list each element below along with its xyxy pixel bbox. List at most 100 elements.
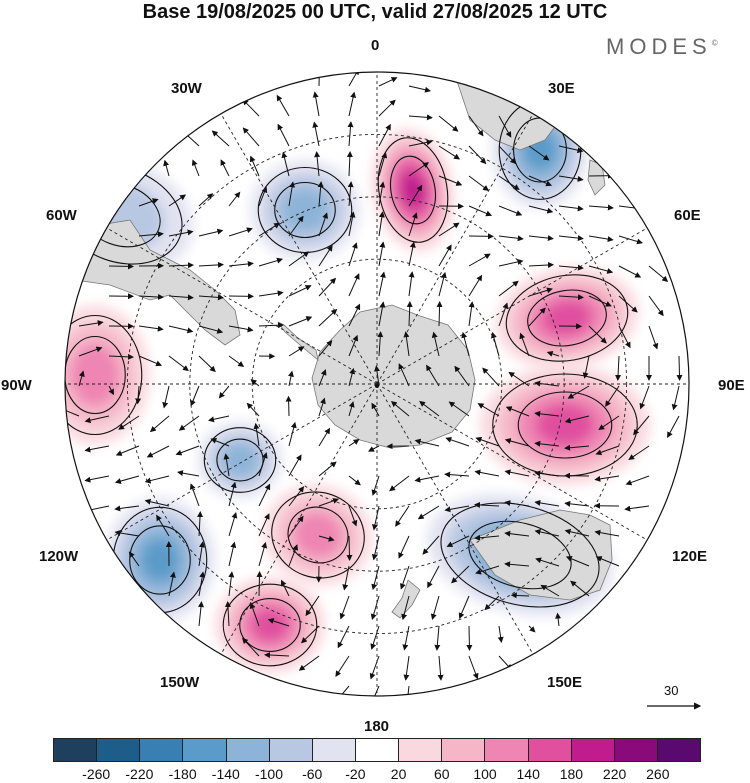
wind-arrow: [458, 595, 470, 620]
wind-arrow: [667, 415, 680, 438]
wind-arrow: [434, 625, 441, 651]
colorbar-swatch: [656, 739, 701, 761]
wind-arrow: [378, 181, 386, 207]
colorbar-tick-label: -60: [302, 766, 323, 782]
wind-arrow: [115, 445, 140, 456]
wind-arrow: [253, 422, 260, 447]
wind-arrow: [168, 571, 176, 597]
contour-line: [65, 314, 143, 436]
wind-arrow: [468, 274, 483, 297]
colorbar-tick-label: 140: [516, 766, 540, 782]
wind-arrow: [498, 145, 517, 165]
wind-arrow: [228, 227, 253, 237]
wind-arrow: [378, 77, 398, 87]
wind-arrow: [408, 85, 431, 93]
contour-line: [274, 181, 336, 239]
contour-line: [440, 502, 600, 608]
wind-arrow: [398, 363, 410, 387]
wind-arrow: [348, 91, 357, 117]
wind-arrow: [288, 486, 305, 507]
wind-arrow: [671, 385, 680, 411]
wind-arrow: [588, 295, 612, 307]
wind-arrow: [508, 371, 530, 387]
wind-arrow: [505, 406, 530, 417]
wind-arrow: [264, 652, 290, 659]
wind-arrow: [318, 369, 327, 387]
colorbar-tick-label: 220: [602, 766, 627, 782]
wind-arrow: [498, 235, 524, 242]
wind-arrow: [288, 346, 305, 357]
contour-line: [527, 289, 607, 347]
wind-arrow: [588, 204, 614, 211]
wind-arrow: [378, 151, 388, 177]
contour-line: [287, 506, 349, 564]
wind-arrow: [528, 261, 554, 268]
wind-arrow: [346, 535, 353, 561]
wind-arrow: [431, 331, 440, 357]
wind-arrow: [438, 271, 447, 297]
wind-arrow: [288, 515, 304, 537]
wind-arrow: [220, 159, 230, 177]
wind-arrow: [285, 395, 292, 417]
wind-arrow: [84, 415, 110, 424]
meridian-line: [376, 383, 648, 541]
meridian-line: [106, 227, 378, 385]
wind-vectors: [65, 72, 683, 696]
wind-arrow: [417, 505, 440, 520]
wind-arrow: [378, 99, 396, 117]
colorbar-tick-label: 180: [559, 766, 584, 782]
colorbar-tick-label: -180: [168, 766, 197, 782]
wind-arrow: [401, 595, 410, 621]
contour-line: [129, 525, 191, 595]
wind-arrow: [281, 151, 290, 177]
wind-arrow: [314, 151, 321, 177]
wind-arrow: [318, 245, 333, 267]
colorbar: [53, 738, 701, 762]
wind-arrow: [288, 544, 299, 567]
wind-arrow: [390, 400, 410, 417]
colorbar-swatch: [527, 739, 571, 761]
wind-arrow: [318, 308, 338, 327]
wind-arrow: [138, 231, 164, 238]
brand-logo: MODES©: [606, 34, 718, 60]
lon-label-60w: 60W: [46, 207, 77, 224]
wind-arrow: [378, 211, 385, 237]
wind-arrow: [84, 475, 110, 483]
wind-arrow: [228, 541, 237, 567]
wind-arrow: [564, 500, 590, 507]
wind-arrow: [369, 655, 380, 680]
wind-arrow: [625, 475, 650, 486]
wind-arrow: [348, 273, 360, 297]
wind-arrow: [242, 127, 260, 147]
wind-arrow: [528, 145, 550, 161]
wind-arrow: [398, 535, 410, 559]
wind-arrow: [250, 379, 260, 387]
contour-line: [271, 491, 365, 579]
wind-arrow: [414, 438, 440, 447]
wind-arrow: [108, 263, 134, 270]
wind-arrow: [318, 277, 337, 297]
wind-arrow: [378, 241, 386, 267]
wind-arrow: [228, 512, 238, 537]
wind-arrow: [312, 91, 320, 117]
contour-line: [377, 137, 449, 243]
wind-arrow: [408, 184, 423, 207]
brand-mark: ©: [711, 38, 718, 48]
wind-arrow: [498, 302, 509, 327]
wind-arrow: [414, 475, 440, 483]
colorbar-swatch: [570, 739, 614, 761]
wind-arrow: [389, 475, 410, 492]
contour-line: [517, 391, 613, 459]
wind-arrow: [277, 123, 290, 147]
wind-arrow: [405, 685, 410, 696]
wind-arrow: [371, 565, 380, 591]
wind-arrow: [288, 370, 294, 387]
colorbar-swatch: [96, 739, 140, 761]
wind-arrow: [371, 475, 380, 496]
colorbar-tick-label: -260: [82, 766, 111, 782]
wind-arrow: [369, 685, 380, 696]
anomaly-level: [140, 538, 180, 582]
wind-arrow: [163, 159, 170, 177]
wind-arrow: [468, 145, 487, 165]
